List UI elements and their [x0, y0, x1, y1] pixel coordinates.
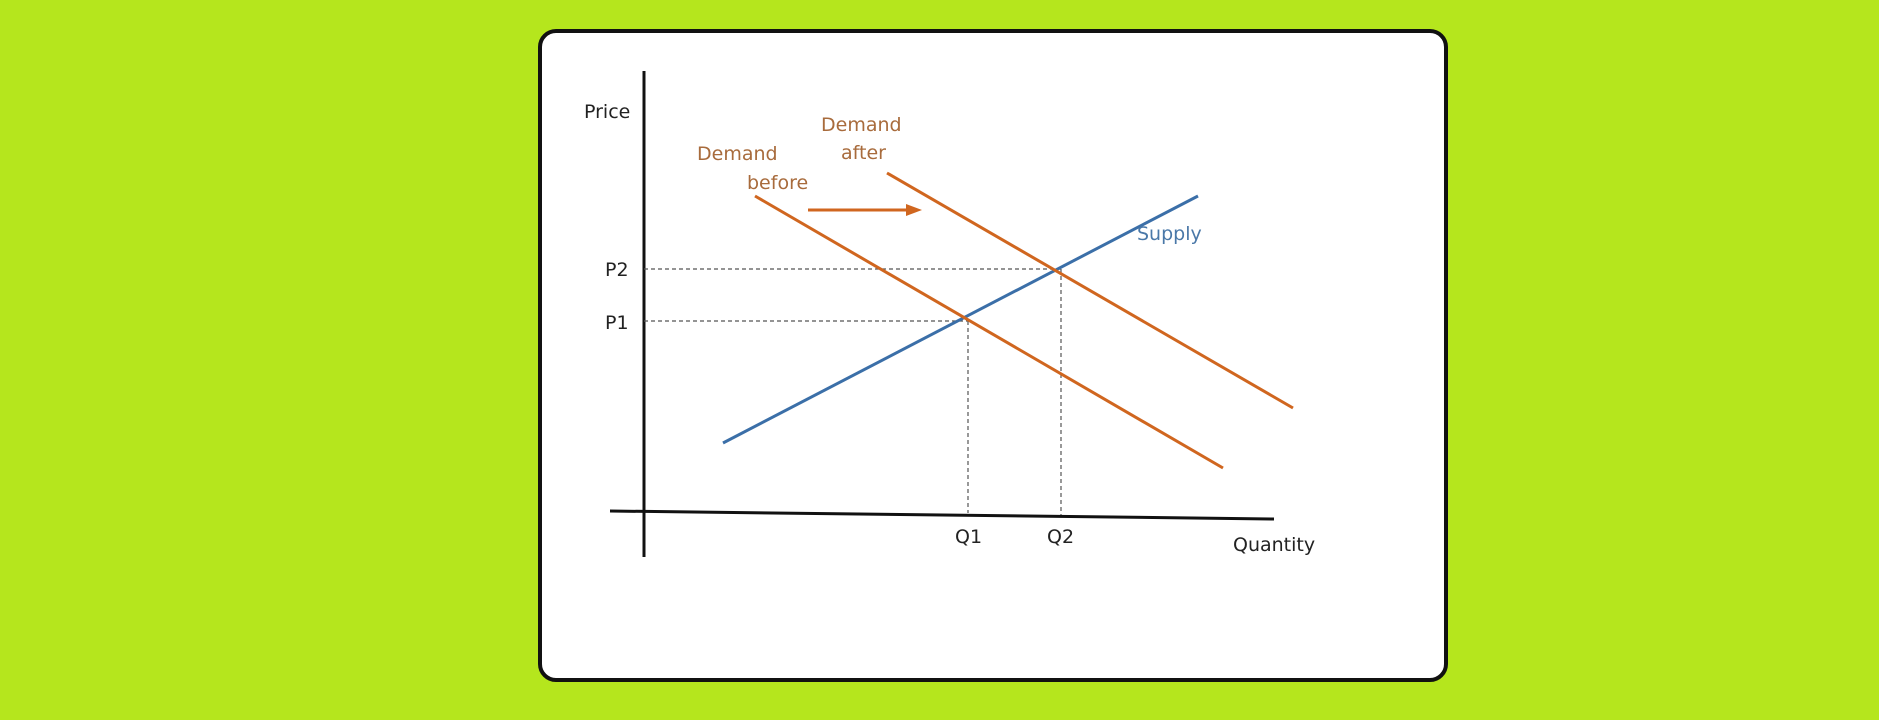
q2-tick-label: Q2 — [1047, 526, 1074, 548]
p2-tick-label: P2 — [605, 259, 629, 281]
demand-after-label-line2: after — [841, 142, 886, 164]
supply-label: Supply — [1137, 223, 1202, 245]
demand-before-label-line1: Demand — [697, 143, 778, 165]
demand-after-curve — [886, 171, 1294, 410]
demand-before-label-line2: before — [747, 172, 808, 194]
supply-curve — [722, 194, 1199, 445]
demand-before-curve — [754, 194, 1224, 470]
q1-tick-label: Q1 — [955, 526, 982, 548]
supply-demand-diagram: Price Quantity P2 P1 Q1 Q2 Demand before… — [584, 71, 1315, 557]
x-axis-label: Quantity — [1233, 534, 1315, 556]
demand-after-label-line1: Demand — [821, 114, 902, 136]
x-axis — [609, 509, 1275, 521]
y-axis-label: Price — [584, 101, 630, 123]
diagram-card: Price Quantity P2 P1 Q1 Q2 Demand before… — [538, 29, 1448, 682]
p1-tick-label: P1 — [605, 312, 629, 334]
demand-shift-arrowhead — [906, 204, 922, 216]
